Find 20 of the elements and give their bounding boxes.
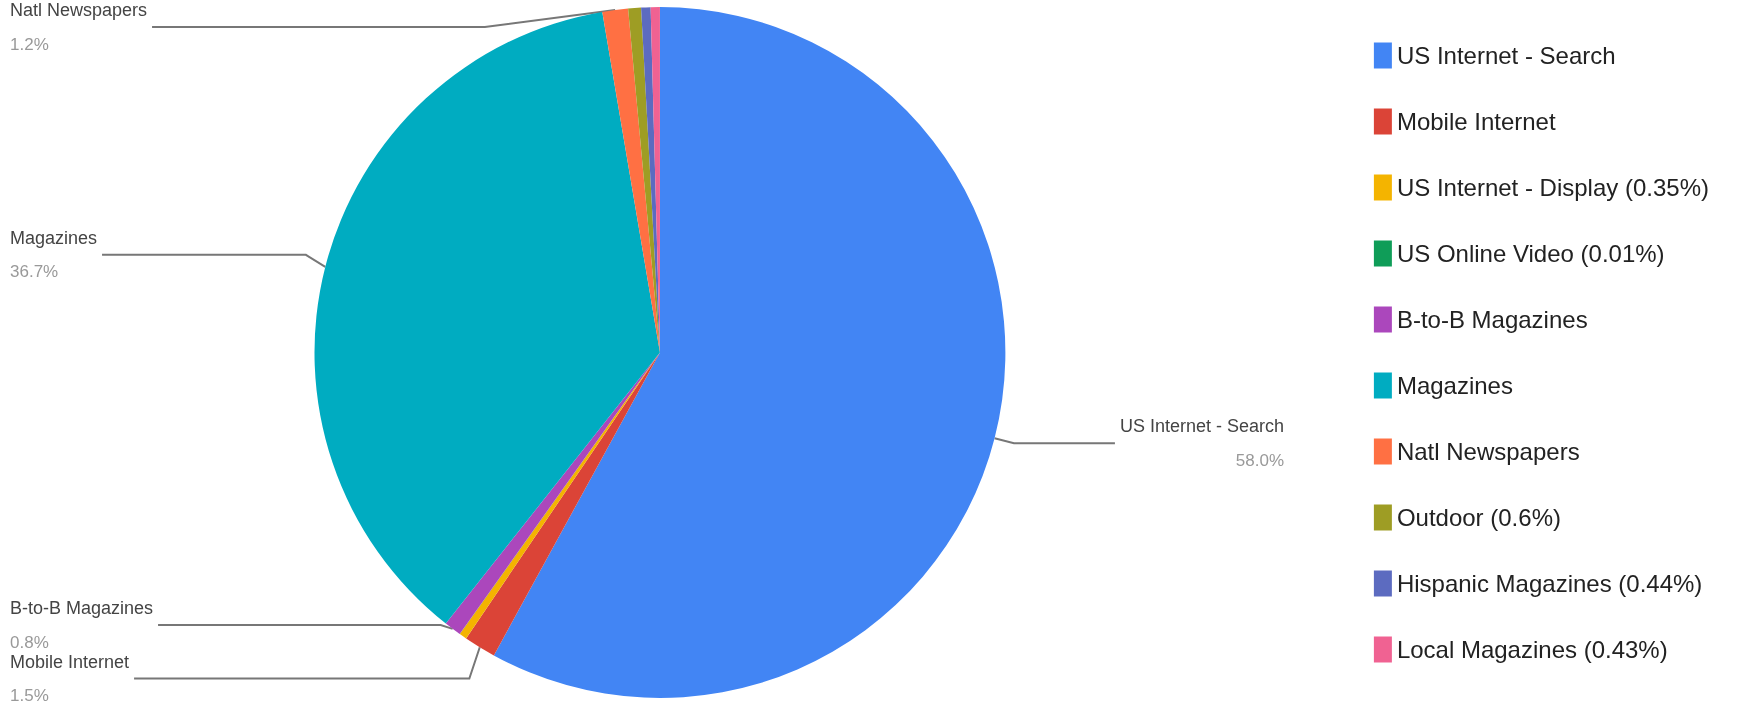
slice-label: Mobile Internet xyxy=(10,651,130,672)
legend-label: Mobile Internet xyxy=(1396,108,1556,135)
data-label: 1.2% xyxy=(10,34,49,54)
data-label: 36.7% xyxy=(10,262,59,282)
legend-label: Outdoor (0.6%) xyxy=(1396,504,1561,531)
data-label: 58.0% xyxy=(1235,450,1284,470)
legend-label: US Internet - Search xyxy=(1396,42,1616,69)
slice-label: Magazines xyxy=(10,227,98,248)
legend-label: Hispanic Magazines (0.44%) xyxy=(1396,570,1703,597)
legend-label: US Internet - Display (0.35%) xyxy=(1396,174,1710,201)
slice-label: B-to-B Magazines xyxy=(10,598,154,618)
legend-label: Local Magazines (0.43%) xyxy=(1396,636,1668,663)
legend-label: B-to-B Magazines xyxy=(1396,306,1588,333)
legend-label: US Online Video (0.01%) xyxy=(1396,240,1665,267)
legend-label: Natl Newspapers xyxy=(1396,438,1580,465)
data-label: 0.8% xyxy=(10,632,49,652)
slice-label: US Internet - Search xyxy=(1119,416,1284,437)
data-label: 1.5% xyxy=(10,686,49,705)
slice-label: Natl Newspapers xyxy=(10,0,148,20)
legend-label: Magazines xyxy=(1396,372,1513,399)
